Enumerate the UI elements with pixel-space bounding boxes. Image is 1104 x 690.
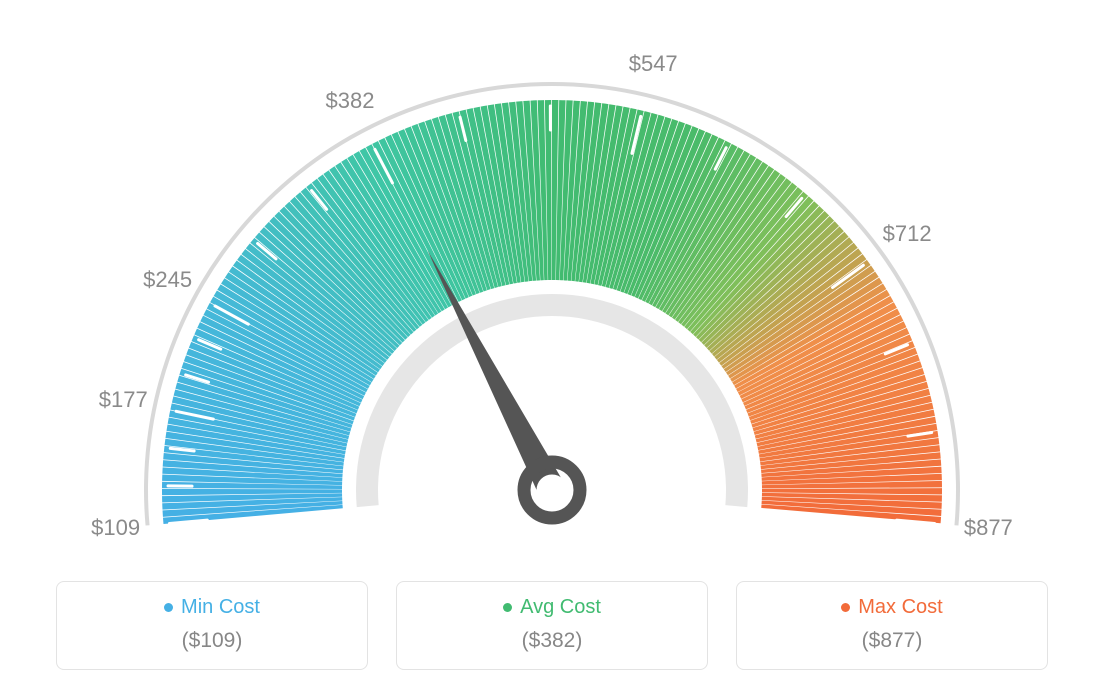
legend-title: Min Cost bbox=[164, 596, 260, 619]
legend-title: Max Cost bbox=[841, 596, 942, 619]
legend-card-max-cost: Max Cost ($877) bbox=[736, 581, 1048, 670]
gauge-tick-label: $245 bbox=[143, 267, 192, 293]
legend-dot-icon bbox=[503, 603, 512, 612]
legend-card-min-cost: Min Cost ($109) bbox=[56, 581, 368, 670]
legend-value: ($109) bbox=[57, 629, 367, 653]
gauge-tick-label: $177 bbox=[99, 387, 148, 413]
gauge-area: $109 $177 $245 $382 $547 $712 $877 bbox=[0, 0, 1104, 560]
legend-card-avg-cost: Avg Cost ($382) bbox=[396, 581, 708, 670]
legend-row: Min Cost ($109) Avg Cost ($382) Max Cost ($87… bbox=[0, 581, 1104, 670]
legend-title: Avg Cost bbox=[503, 596, 601, 619]
gauge-tick-label: $877 bbox=[964, 515, 1013, 541]
cost-gauge-chart: { "gauge": { "type": "gauge", "center_x"… bbox=[0, 0, 1104, 690]
gauge-tick-label: $547 bbox=[629, 51, 678, 77]
legend-title-text: Avg Cost bbox=[520, 596, 601, 619]
legend-dot-icon bbox=[164, 603, 173, 612]
legend-value: ($382) bbox=[397, 629, 707, 653]
legend-title-text: Max Cost bbox=[858, 596, 942, 619]
gauge-tick-label: $109 bbox=[91, 515, 140, 541]
gauge-tick-label: $712 bbox=[883, 221, 932, 247]
gauge-tick-label: $382 bbox=[326, 88, 375, 114]
legend-dot-icon bbox=[841, 603, 850, 612]
legend-title-text: Min Cost bbox=[181, 596, 260, 619]
legend-value: ($877) bbox=[737, 629, 1047, 653]
